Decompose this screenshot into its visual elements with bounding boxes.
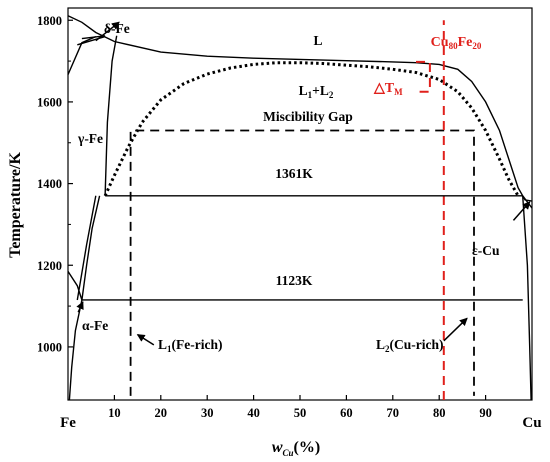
series-line-6 <box>104 35 118 196</box>
series-line-5 <box>77 35 106 46</box>
series-line-7 <box>81 195 101 301</box>
series-line-1 <box>67 15 533 202</box>
label-l2-cu-rich: L2(Cu-rich) <box>376 337 444 354</box>
x-tick-label-70: 70 <box>387 406 400 420</box>
series-line-11 <box>522 195 532 401</box>
series-line-3 <box>67 35 97 75</box>
series-line-9 <box>67 271 83 301</box>
pointer-arrow-3 <box>76 301 84 313</box>
series-line-15 <box>416 60 431 93</box>
series-line-8 <box>76 195 97 301</box>
x-tick-label-40: 40 <box>247 406 260 420</box>
isotherm-label-1123k: 1123K <box>276 273 313 288</box>
y-tick-label-1200: 1200 <box>37 259 62 273</box>
plot-frame <box>67 7 533 401</box>
pointer-arrow-2 <box>136 334 155 346</box>
label-delta-fe: δ-Fe <box>104 21 130 36</box>
pointer-arrow-4 <box>443 317 468 342</box>
pointer-arrow-1 <box>95 21 120 42</box>
label-gamma-fe: γ-Fe <box>77 131 103 146</box>
x-tick-label-90: 90 <box>479 406 492 420</box>
x-tick-label-30: 30 <box>201 406 214 420</box>
x-end-label-fe: Fe <box>60 415 76 431</box>
y-tick-label-1600: 1600 <box>37 95 62 109</box>
arrow-layer <box>76 21 531 346</box>
isotherm-label-1361k: 1361K <box>275 166 313 181</box>
label-cu80fe20: Cu80Fe20 <box>431 35 482 51</box>
label-liquid: L <box>313 33 322 48</box>
y-tick-label-1000: 1000 <box>37 340 62 354</box>
y-tick-label-1800: 1800 <box>37 14 62 28</box>
x-end-label-cu: Cu <box>522 415 541 431</box>
x-tick-label-60: 60 <box>340 406 353 420</box>
label-two-liquid: L1+L2 <box>299 83 334 100</box>
label-l1-fe-rich: L1(Fe-rich) <box>158 337 222 354</box>
label-alpha-fe: α-Fe <box>82 318 108 333</box>
x-tick-label-20: 20 <box>155 406 168 420</box>
x-axis-title: wCu(%) <box>272 439 320 458</box>
x-tick-label-10: 10 <box>108 406 121 420</box>
label-miscibility-gap: Miscibility Gap <box>263 109 353 124</box>
tick-layer: 10 20 30 40 50 60 70 80 90 1000 1200 1400 1600 1800 <box>37 14 492 420</box>
series-line-2 <box>103 61 520 197</box>
series-line-10 <box>68 299 83 401</box>
y-tick-label-1400: 1400 <box>37 177 62 191</box>
x-tick-label-50: 50 <box>294 406 307 420</box>
x-tick-label-80: 80 <box>433 406 446 420</box>
label-epsilon-cu: ε-Cu <box>472 243 500 258</box>
label-delta-tm: △TM <box>373 81 403 97</box>
series-line-13 <box>129 129 475 396</box>
series-layer <box>67 15 533 401</box>
y-axis-title: Temperature/K <box>7 152 24 258</box>
pointer-arrow-5 <box>512 201 531 221</box>
